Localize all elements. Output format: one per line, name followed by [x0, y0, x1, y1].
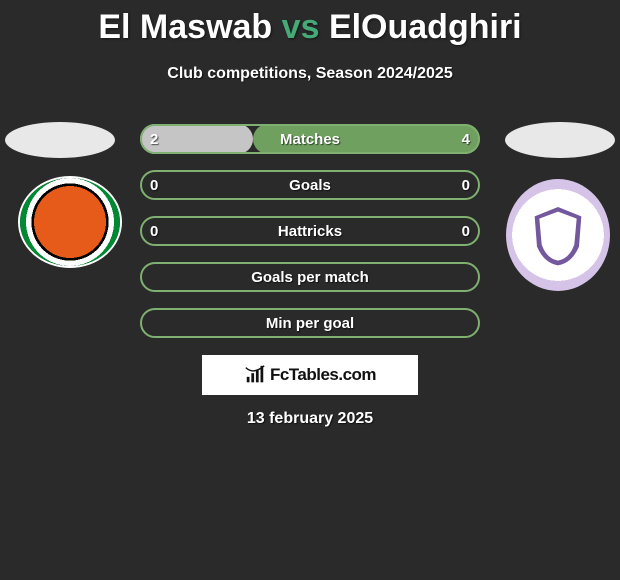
metric-value-left: 0 — [150, 216, 158, 246]
comparison-bars: Matches24Goals00Hattricks00Goals per mat… — [140, 124, 480, 354]
metric-label: Goals — [140, 170, 480, 200]
player2-placeholder-oval — [505, 122, 615, 158]
metric-row: Min per goal — [140, 308, 480, 338]
metric-row: Matches2 4 — [140, 124, 480, 154]
club-badge-right — [506, 179, 610, 291]
brand-text: FcTables.com — [270, 365, 376, 385]
metric-row: Hattricks0 0 — [140, 216, 480, 246]
metric-value-right: 4 — [462, 124, 470, 154]
title-player1: El Maswab — [98, 8, 272, 46]
title-player2: ElOuadghiri — [329, 8, 522, 46]
bar-chart-icon — [244, 364, 266, 386]
subtitle: Club competitions, Season 2024/2025 — [0, 65, 620, 83]
date-text: 13 february 2025 — [0, 410, 620, 428]
club-badge-left — [20, 178, 120, 266]
player1-placeholder-oval — [5, 122, 115, 158]
comparison-title: El Maswab vs ElOuadghiri — [0, 0, 620, 47]
title-vs: vs — [282, 8, 320, 46]
metric-row: Goals per match — [140, 262, 480, 292]
metric-row: Goals0 0 — [140, 170, 480, 200]
metric-label: Matches — [140, 124, 480, 154]
metric-value-left: 2 — [150, 124, 158, 154]
metric-label: Min per goal — [140, 308, 480, 338]
metric-value-right: 0 — [462, 216, 470, 246]
metric-label: Hattricks — [140, 216, 480, 246]
metric-value-right: 0 — [462, 170, 470, 200]
metric-label: Goals per match — [140, 262, 480, 292]
brand-box: FcTables.com — [202, 355, 418, 395]
metric-value-left: 0 — [150, 170, 158, 200]
club-badge-right-icon — [523, 200, 593, 270]
